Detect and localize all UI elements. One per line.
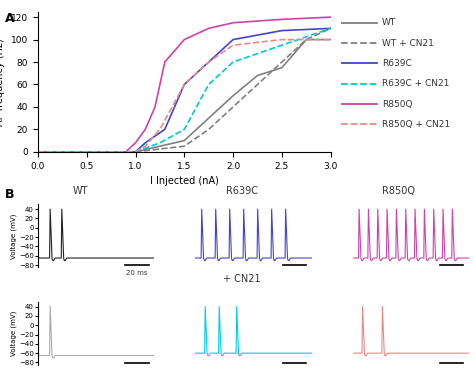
X-axis label: I Injected (nA): I Injected (nA) xyxy=(150,176,219,186)
Text: WT + CN21: WT + CN21 xyxy=(382,38,434,48)
Text: + CN21: + CN21 xyxy=(223,274,261,284)
Y-axis label: Voltage (mV): Voltage (mV) xyxy=(11,311,18,356)
Y-axis label: Voltage (mV): Voltage (mV) xyxy=(11,213,18,258)
Text: R850Q: R850Q xyxy=(382,186,415,196)
Y-axis label: AP frequency (Hz): AP frequency (Hz) xyxy=(0,38,5,126)
Text: B: B xyxy=(5,188,14,201)
Text: R639C + CN21: R639C + CN21 xyxy=(382,79,449,88)
Text: R639C: R639C xyxy=(382,59,412,68)
Text: A: A xyxy=(5,12,14,25)
Text: 20 ms: 20 ms xyxy=(126,270,148,276)
Text: WT: WT xyxy=(382,18,396,27)
Text: R639C: R639C xyxy=(226,186,258,196)
Text: R850Q: R850Q xyxy=(382,99,413,109)
Text: WT: WT xyxy=(73,186,88,196)
Text: R850Q + CN21: R850Q + CN21 xyxy=(382,120,450,129)
